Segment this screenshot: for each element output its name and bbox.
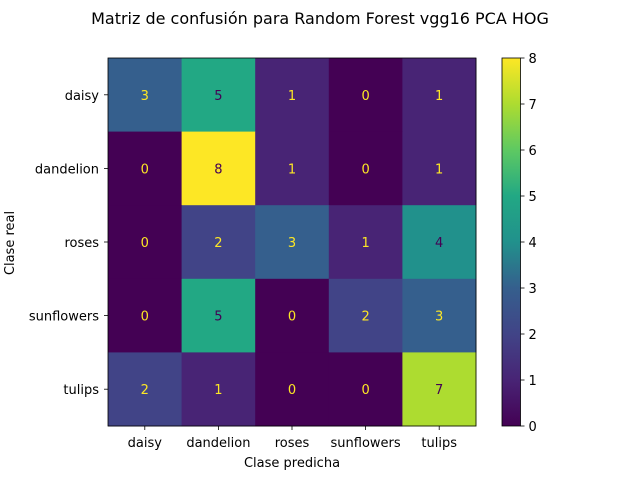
colorbar-gradient [501,57,521,427]
heatmap-cell-2-1 [181,205,256,280]
cell-value-label: 2 [361,310,369,325]
y-tick-label: tulips [63,383,99,398]
heatmap-cell-4-3 [328,352,403,427]
heatmap-cell-0-3 [328,58,403,133]
cell-value-label: 0 [288,310,296,325]
y-tick-label: roses [64,236,99,251]
y-tick-label: dandelion [35,162,99,177]
heatmap-cell-2-2 [255,205,330,280]
cell-value-label: 2 [214,236,222,251]
heatmap-cell-4-4 [402,352,477,427]
heatmap-cell-3-1 [181,278,256,353]
heatmap-cell-1-1 [181,131,256,206]
x-axis-ticks: daisy dandelion roses sunflowers tulips [128,426,457,451]
heatmap-cell-0-0 [108,58,183,133]
cell-value-label: 5 [214,310,222,325]
colorbar-tick-label: 5 [529,190,537,205]
chart-title: Matriz de confusión para Random Forest v… [91,9,549,28]
x-tick-label: dandelion [186,436,250,451]
y-axis-ticks: daisy dandelion roses sunflowers tulips [29,89,108,398]
heatmap-cell-0-1 [181,58,256,133]
colorbar-tick-label: 8 [529,52,537,67]
heatmap-cell-1-0 [108,131,183,206]
colorbar-tick-label: 6 [529,144,537,159]
heatmap-cell-3-4 [402,278,477,353]
heatmap-cell-4-2 [255,352,330,427]
colorbar-tick-label: 1 [529,374,537,389]
cell-value-label: 1 [214,383,222,398]
cell-value-label: 8 [214,162,222,177]
colorbar-tick-label: 3 [529,282,537,297]
cell-value-label: 3 [288,236,296,251]
heatmap-cell-4-1 [181,352,256,427]
y-axis-label: Clase real [3,211,18,275]
cell-value-label: 0 [361,383,369,398]
cell-value-label: 0 [361,162,369,177]
x-axis-label: Clase predicha [244,456,340,471]
x-tick-label: roses [275,436,310,451]
colorbar-tick-label: 4 [529,236,537,251]
heatmap-cell-0-2 [255,58,330,133]
cell-value-label: 4 [435,236,443,251]
cell-value-label: 7 [435,383,443,398]
heatmap-cell-4-0 [108,352,183,427]
heatmap-cell-1-2 [255,131,330,206]
heatmap-cell-0-4 [402,58,477,133]
cell-value-label: 2 [141,383,149,398]
heatmap-cell-2-3 [328,205,403,280]
cell-value-label: 1 [435,162,443,177]
cell-value-label: 1 [435,89,443,104]
y-tick-label: daisy [65,89,100,104]
colorbar-tick-label: 2 [529,328,537,343]
cell-value-label: 3 [435,310,443,325]
colorbar: 0 1 2 3 4 5 6 7 8 [501,52,537,435]
cell-value-label: 0 [288,383,296,398]
colorbar-tick-label: 7 [529,98,537,113]
x-tick-label: tulips [421,436,457,451]
cell-value-label: 1 [361,236,369,251]
x-tick-label: daisy [128,436,163,451]
heatmap-cell-1-4 [402,131,477,206]
heatmap-cell-3-2 [255,278,330,353]
cell-value-label: 0 [361,89,369,104]
cell-value-label: 5 [214,89,222,104]
x-tick-label: sunflowers [331,436,401,451]
y-tick-label: sunflowers [29,310,99,325]
heatmap-cell-1-3 [328,131,403,206]
cell-value-label: 3 [141,89,149,104]
heatmap-cell-2-4 [402,205,477,280]
heatmap-cells: 3 5 1 0 1 0 8 1 0 1 0 2 3 1 4 0 5 0 2 3 2 1 0 0 7 [107,57,477,427]
heatmap-cell-3-3 [328,278,403,353]
heatmap-cell-2-0 [108,205,183,280]
heatmap-cell-3-0 [108,278,183,353]
cell-value-label: 0 [141,236,149,251]
cell-value-label: 1 [288,162,296,177]
colorbar-tick-label: 0 [529,420,537,435]
cell-value-label: 1 [288,89,296,104]
cell-value-label: 0 [141,162,149,177]
cell-value-label: 0 [141,310,149,325]
